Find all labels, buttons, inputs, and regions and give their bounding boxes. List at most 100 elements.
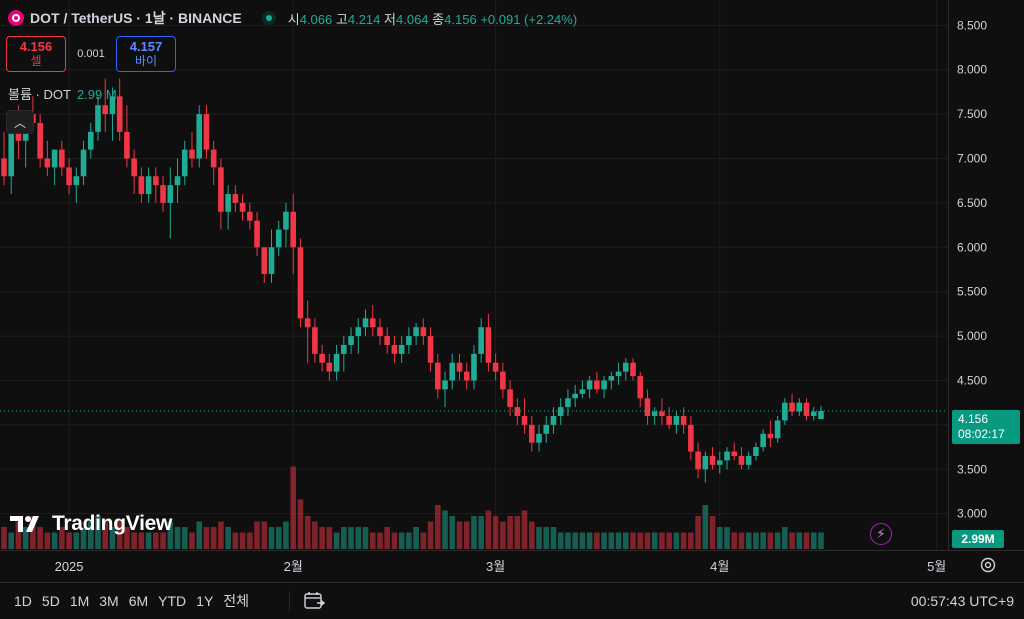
volume-bar — [760, 532, 766, 549]
price-tick-label: 5.500 — [957, 285, 987, 299]
candle-body — [225, 194, 231, 212]
candle-body — [550, 416, 557, 425]
volume-bar — [232, 532, 239, 549]
volume-bar — [716, 527, 723, 549]
volume-bar — [803, 532, 810, 549]
volume-bar — [630, 532, 636, 549]
candle-body — [51, 149, 58, 168]
candle-body — [738, 455, 745, 465]
candle-body — [95, 105, 101, 132]
candle-body — [73, 176, 80, 186]
volume-bar — [59, 527, 65, 549]
price-tick-label: 8.000 — [957, 63, 987, 77]
time-axis[interactable]: 2025 2월 3월 4월 5월 — [0, 550, 1024, 583]
candle-body — [724, 451, 730, 461]
candle-body — [189, 149, 195, 159]
volume-bar — [189, 532, 195, 549]
candle-body — [695, 451, 701, 470]
candle-body — [333, 353, 340, 372]
candle-body — [153, 176, 159, 186]
chart-area[interactable] — [0, 0, 948, 550]
volume-bar — [51, 532, 58, 549]
utc-clock[interactable]: 00:57:43 UTC+9 — [910, 593, 1014, 609]
volume-bar — [319, 527, 325, 549]
period-5d[interactable]: 5D — [41, 593, 60, 609]
period-1y[interactable]: 1Y — [196, 593, 214, 609]
gear-icon[interactable] — [979, 556, 997, 574]
volume-bar — [15, 521, 22, 549]
market-open-status-icon[interactable] — [261, 11, 276, 25]
volume-bar — [651, 532, 658, 549]
volume-bar — [745, 532, 752, 549]
price-tick-label: 6.000 — [957, 240, 987, 254]
period-6m[interactable]: 6M — [128, 593, 149, 609]
volume-bar — [116, 521, 123, 549]
period-3m[interactable]: 3M — [99, 593, 119, 609]
candle-body — [651, 411, 658, 417]
volume-bar — [680, 532, 687, 549]
volume-bar — [637, 532, 644, 549]
lightning-icon[interactable]: ⚡ — [870, 523, 892, 545]
candle-body — [341, 344, 347, 354]
volume-bar — [247, 532, 253, 549]
volume-bar — [644, 532, 651, 549]
candle-body — [196, 114, 203, 159]
volume-bar — [304, 516, 311, 549]
candle-body — [102, 105, 109, 115]
sell-button[interactable]: 4.156 셀 — [6, 36, 66, 72]
price-axis[interactable]: 8.500 8.000 7.500 7.000 6.500 6.000 5.500 5.000… — [948, 0, 1024, 550]
volume-bar — [456, 521, 463, 549]
candle-body — [594, 380, 600, 390]
volume-bar — [348, 527, 354, 549]
volume-bar — [478, 516, 484, 549]
period-all[interactable]: 전체 — [223, 593, 250, 609]
candle-body — [753, 447, 759, 456]
volume-bar — [8, 532, 15, 549]
time-tick-label: 2025 — [55, 559, 84, 574]
candle-body — [362, 318, 369, 328]
volume-bar — [659, 532, 665, 549]
volume-bar — [283, 521, 289, 549]
volume-bar — [203, 527, 210, 549]
volume-tag: 2.99M — [952, 530, 1004, 548]
volume-bar — [391, 532, 398, 549]
time-tick-label: 3월 — [486, 559, 505, 574]
time-axis-labels: 2025 2월 3월 4월 5월 — [55, 559, 947, 574]
volume-bar — [724, 527, 730, 549]
time-tick-label: 5월 — [927, 559, 946, 574]
candle-body — [1, 158, 7, 177]
candle-body — [275, 229, 282, 248]
candlestick-chart[interactable] — [0, 0, 948, 550]
volume-bar — [521, 510, 528, 549]
candle-body — [420, 327, 427, 337]
volume-bar — [622, 532, 629, 549]
volume-bar — [333, 532, 340, 549]
volume-bar — [95, 516, 101, 549]
volume-bar — [369, 532, 376, 549]
volume-bar — [594, 532, 600, 549]
buy-button[interactable]: 4.157 바이 — [116, 36, 176, 72]
symbol-title[interactable]: DOT / TetherUS · 1날 · BINANCE — [30, 10, 242, 26]
volume-bar — [290, 466, 296, 549]
volume-bar — [73, 532, 80, 549]
volume-bar — [225, 527, 231, 549]
time-tick-label: 4월 — [710, 559, 729, 574]
polkadot-logo-icon — [8, 10, 24, 26]
candle-body — [492, 362, 499, 372]
bar-countdown: 08:02:17 — [958, 427, 1005, 441]
period-1m[interactable]: 1M — [69, 593, 90, 609]
period-ytd[interactable]: YTD — [158, 593, 187, 609]
candle-body — [254, 220, 260, 248]
period-1d[interactable]: 1D — [14, 593, 32, 609]
candle-body — [622, 362, 629, 372]
volume-bar — [181, 527, 188, 549]
candle-body — [348, 336, 354, 345]
volume-bar — [145, 532, 152, 549]
tradingview-watermark[interactable]: TradingView — [10, 512, 172, 536]
candle-body — [138, 176, 145, 195]
calendar-range-icon[interactable] — [303, 591, 325, 611]
candle-body — [471, 353, 477, 381]
collapse-legend-button[interactable]: ︿ — [6, 110, 34, 134]
volume-bar — [297, 499, 304, 549]
candle-body — [377, 327, 383, 337]
